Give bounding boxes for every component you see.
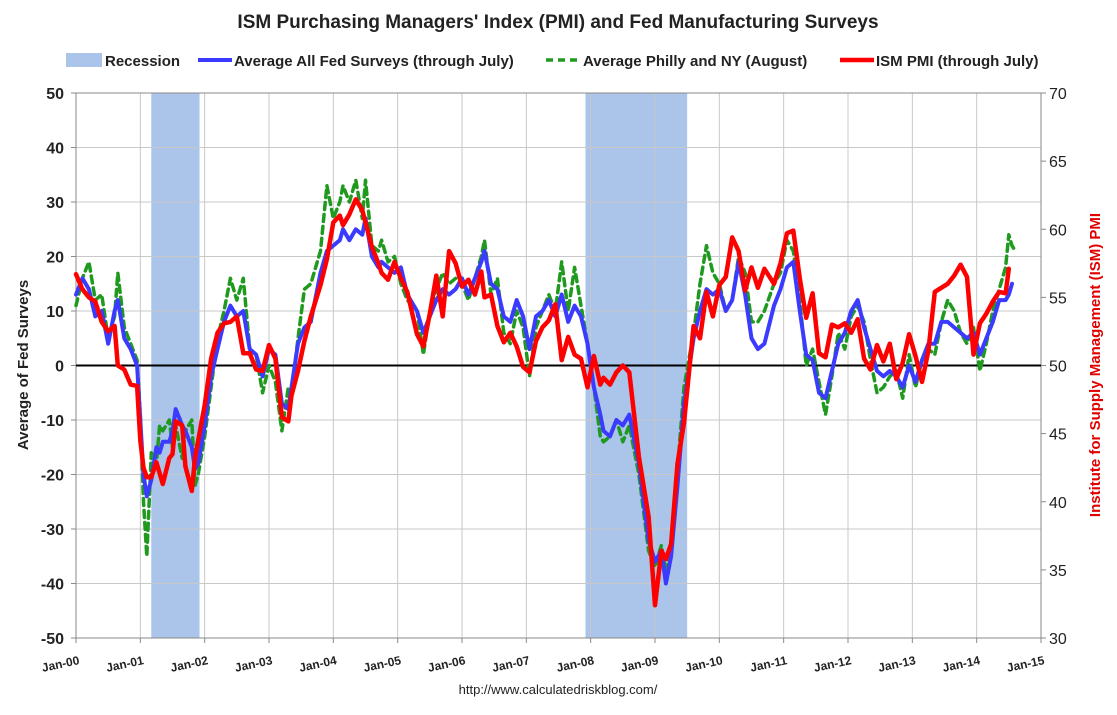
x-tick-label: Jan-03	[234, 653, 274, 675]
y-tick-label: -20	[41, 468, 64, 485]
x-tick-label: Jan-00	[41, 653, 81, 675]
x-tick-label: Jan-15	[1006, 653, 1046, 675]
y-tick-label: -30	[41, 522, 64, 539]
legend-label-fed-surveys: Average All Fed Surveys (through July)	[234, 53, 514, 70]
legend-item-fed-surveys: Average All Fed Surveys (through July)	[198, 53, 514, 70]
y-axis-label-right: Institute for Supply Management (ISM) PM…	[1087, 213, 1104, 517]
chart-title: ISM Purchasing Managers' Index (PMI) and…	[237, 12, 878, 33]
x-tick-label: Jan-12	[813, 653, 853, 675]
y-right-tick-label: 55	[1049, 290, 1067, 307]
y-right-tick-label: 60	[1049, 222, 1067, 239]
y-tick-label: -50	[41, 631, 64, 648]
axes	[75, 92, 1042, 639]
y-tick-label: 20	[46, 250, 64, 267]
x-tick-label: Jan-09	[620, 653, 660, 675]
legend-swatch-recession	[66, 53, 102, 67]
series-line-average-all-fed-surveys-through-july	[74, 216, 1014, 586]
y-right-tick-label: 35	[1049, 563, 1067, 580]
source-url: http://www.calculatedriskblog.com/	[459, 682, 658, 697]
y-right-tick-label: 70	[1049, 86, 1067, 103]
y-tick-label: 30	[46, 195, 64, 212]
x-tick-label: Jan-14	[941, 653, 981, 675]
legend-label-recession: Recession	[105, 53, 180, 70]
legend-item-recession: Recession	[66, 53, 180, 70]
series-lines	[73, 178, 1018, 608]
y-right-tick-label: 65	[1049, 154, 1067, 171]
y-right-tick-label: 45	[1049, 427, 1067, 444]
x-tick-label: Jan-13	[877, 653, 917, 675]
x-tick-label: Jan-02	[169, 653, 209, 675]
y-tick-label: -40	[41, 577, 64, 594]
x-tick-label: Jan-06	[427, 653, 467, 675]
y-tick-label: 40	[46, 141, 64, 158]
x-tick-label: Jan-08	[555, 653, 595, 675]
y-right-tick-label: 50	[1049, 359, 1067, 376]
legend-label-philly-ny: Average Philly and NY (August)	[583, 53, 807, 70]
series-line-ism-pmi-through-july	[73, 197, 1012, 608]
series-line-average-philly-and-ny-august	[74, 178, 1018, 575]
y-tick-label: -10	[41, 413, 64, 430]
y-tick-label: 50	[46, 86, 64, 103]
x-tick-label: Jan-10	[684, 653, 724, 675]
x-tick-label: Jan-04	[298, 653, 338, 675]
legend-item-philly-ny: Average Philly and NY (August)	[546, 53, 807, 70]
x-tick-label: Jan-11	[749, 653, 789, 675]
x-tick-label: Jan-07	[491, 653, 531, 675]
x-tick-label: Jan-01	[105, 653, 145, 675]
x-tick-label: Jan-05	[362, 653, 402, 675]
y-tick-label: 10	[46, 304, 64, 321]
y-right-tick-label: 30	[1049, 631, 1067, 648]
legend-item-ism-pmi: ISM PMI (through July)	[840, 53, 1039, 70]
y-tick-label: 0	[55, 359, 64, 376]
y-axis-label-left: Average of Fed Surveys	[15, 280, 32, 450]
legend-label-ism-pmi: ISM PMI (through July)	[876, 53, 1039, 70]
legend: Recession Average All Fed Surveys (throu…	[66, 53, 1039, 70]
y-right-tick-label: 40	[1049, 495, 1067, 512]
